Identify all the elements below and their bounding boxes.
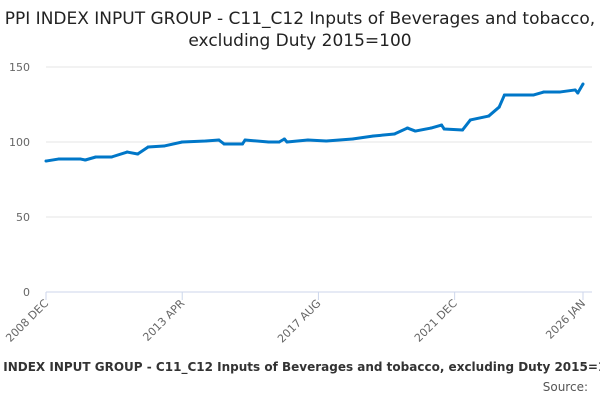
data-point — [542, 90, 546, 94]
y-tick-label: 100 — [9, 136, 30, 149]
data-point — [487, 114, 491, 118]
data-point — [125, 150, 129, 154]
data-point — [461, 128, 465, 132]
data-point — [217, 138, 221, 142]
series-line — [45, 83, 585, 163]
data-point — [442, 127, 446, 131]
x-tick-label: 2008 DEC — [3, 297, 51, 345]
data-point — [162, 144, 166, 148]
data-point — [573, 88, 577, 92]
data-point — [136, 152, 140, 156]
data-point — [324, 139, 328, 143]
data-point — [204, 139, 208, 143]
data-point — [78, 157, 82, 161]
data-point — [285, 140, 289, 144]
data-point — [371, 134, 375, 138]
x-tick-label: 2017 AUG — [275, 297, 324, 346]
data-point — [222, 142, 226, 146]
data-point — [267, 140, 271, 144]
data-point — [83, 158, 87, 162]
data-point — [350, 137, 354, 141]
data-point — [440, 123, 444, 127]
source-label: Source: — [542, 380, 588, 394]
data-point — [146, 145, 150, 149]
chart-title: PPI INDEX INPUT GROUP - C11_C12 Inputs o… — [4, 9, 596, 51]
data-point — [44, 159, 48, 163]
data-point — [282, 137, 286, 141]
data-point — [581, 82, 585, 86]
y-tick-label: 50 — [16, 211, 30, 224]
data-point — [576, 91, 580, 95]
y-tick-label: 150 — [9, 61, 30, 74]
x-tick-label: 2013 APR — [140, 297, 187, 344]
data-point — [502, 93, 506, 97]
data-point — [413, 129, 417, 133]
data-point — [392, 132, 396, 136]
data-point — [277, 140, 281, 144]
data-point — [243, 138, 247, 142]
data-point — [94, 155, 98, 159]
data-point — [180, 140, 184, 144]
data-point — [306, 138, 310, 142]
x-tick-label: 2021 DEC — [412, 297, 460, 345]
data-point — [57, 157, 61, 161]
data-point — [531, 93, 535, 97]
y-tick-label: 0 — [23, 286, 30, 299]
x-tick-label: 2026 JAN — [543, 297, 588, 342]
data-point — [109, 155, 113, 159]
chart-footer: PPI INDEX INPUT GROUP - C11_C12 Inputs o… — [0, 360, 600, 374]
data-point — [429, 126, 433, 130]
data-point — [468, 118, 472, 122]
data-point — [405, 126, 409, 130]
data-point — [557, 90, 561, 94]
data-point — [240, 142, 244, 146]
data-point — [497, 105, 501, 109]
